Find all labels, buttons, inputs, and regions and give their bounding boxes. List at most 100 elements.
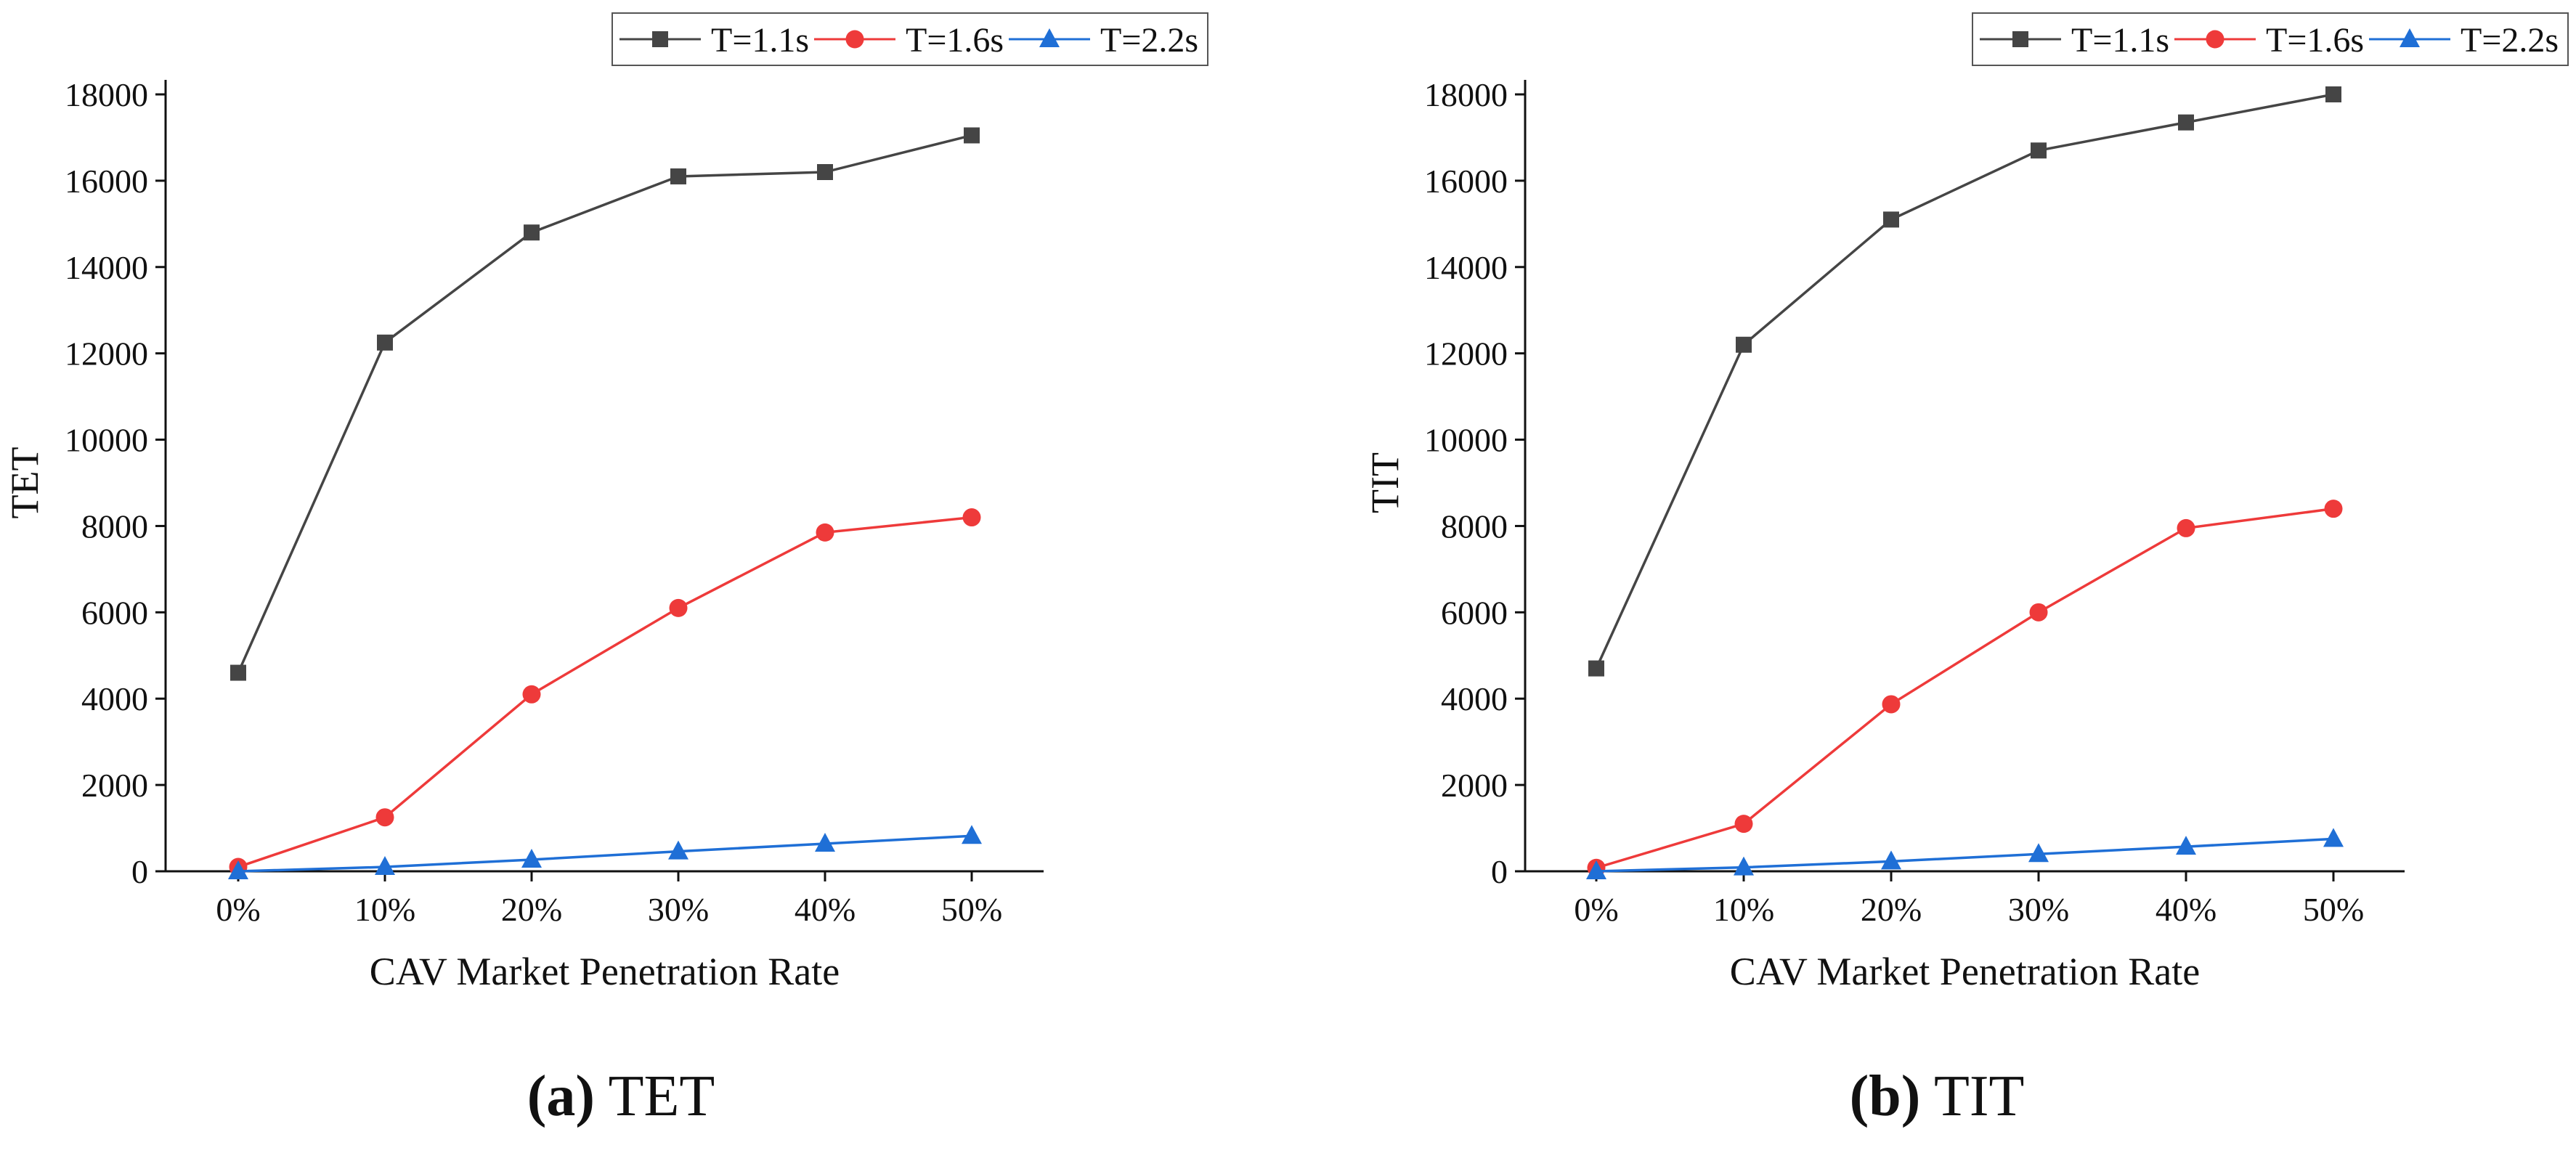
x-tick-label: 0% <box>216 891 260 928</box>
data-point <box>228 860 248 879</box>
data-point <box>2177 518 2195 537</box>
series-t-2-2s <box>1586 828 2344 879</box>
y-tick-label: 4000 <box>1441 680 1508 717</box>
legend-box <box>1972 12 2569 66</box>
y-tick-label: 18000 <box>1424 76 1508 113</box>
x-tick-label: 0% <box>1574 891 1618 928</box>
y-axis-label: TET <box>3 447 46 519</box>
x-axis-label: CAV Market Penetration Rate <box>370 950 840 993</box>
series-line <box>237 834 972 873</box>
legend-marker <box>845 30 864 49</box>
data-point <box>668 840 688 860</box>
y-tick-label: 14000 <box>65 249 148 286</box>
y-tick-label: 18000 <box>65 76 148 113</box>
legend-label: T=1.1s <box>711 21 809 60</box>
data-point <box>964 127 980 144</box>
legend-label: T=1.6s <box>906 21 1004 60</box>
y-tick-label: 2000 <box>81 767 148 804</box>
series-line <box>1595 93 2334 669</box>
caption: (a) TET <box>527 1064 715 1128</box>
x-tick-label: 40% <box>795 891 856 928</box>
series-t-1-1s <box>1588 86 2341 677</box>
data-point <box>377 334 393 351</box>
legend-marker <box>652 31 668 47</box>
x-tick-label: 20% <box>501 891 562 928</box>
y-tick-label: 16000 <box>1424 163 1508 200</box>
series-t-1-6s <box>1587 500 2343 877</box>
data-point <box>522 685 541 704</box>
caption: (b) TIT <box>1850 1064 2025 1128</box>
chart-tit: 0 2000 4000 6000 8000 10000 12000 14000 16000 180… <box>1363 12 2569 1128</box>
data-point <box>1586 860 1606 879</box>
x-axis-label: CAV Market Penetration Rate <box>1730 950 2200 993</box>
data-point <box>1881 850 1901 870</box>
legend: T=1.1s T=1.6s T=2.2s <box>612 12 1208 66</box>
series-line <box>237 516 972 868</box>
x-tick-label: 30% <box>648 891 709 928</box>
caption-text: TIT <box>1920 1064 2024 1128</box>
data-point <box>669 598 688 617</box>
y-tick-label: 10000 <box>65 422 148 459</box>
legend-label: T=2.2s <box>2461 21 2559 60</box>
y-tick-label: 8000 <box>1441 508 1508 545</box>
y-tick-label: 12000 <box>65 335 148 372</box>
y-tick-label: 12000 <box>1424 335 1508 372</box>
y-tick-label: 8000 <box>81 508 148 545</box>
series-t-2-2s <box>228 825 982 879</box>
data-point <box>816 523 834 542</box>
data-point <box>1882 695 1901 714</box>
data-point <box>375 856 395 876</box>
y-tick-label: 4000 <box>81 680 148 717</box>
x-tick-label: 30% <box>2008 891 2069 928</box>
data-point <box>524 224 540 241</box>
y-tick-label: 2000 <box>1441 767 1508 804</box>
data-point <box>230 664 246 681</box>
series-line <box>1596 507 2334 869</box>
data-point <box>1736 336 1752 353</box>
data-point <box>2178 114 2194 131</box>
data-point <box>521 848 542 868</box>
x-tick-label: 50% <box>941 891 1002 928</box>
y-tick-label: 6000 <box>1441 594 1508 631</box>
legend-marker <box>1039 28 1060 47</box>
series-line <box>1596 837 2334 873</box>
legend-label: T=2.2s <box>1100 21 1198 60</box>
y-tick-label: 6000 <box>81 594 148 631</box>
data-point <box>2028 843 2049 863</box>
legend-marker <box>2206 30 2224 49</box>
y-tick-label: 14000 <box>1424 249 1508 286</box>
legend-marker <box>2012 31 2028 47</box>
data-point <box>815 832 835 852</box>
x-tick-label: 50% <box>2303 891 2364 928</box>
data-point <box>2029 603 2048 622</box>
caption-text: TET <box>595 1064 715 1128</box>
y-tick-label: 16000 <box>65 163 148 200</box>
data-point <box>1734 856 1754 876</box>
y-tick-label: 10000 <box>1424 422 1508 459</box>
data-point <box>2031 142 2047 159</box>
y-tick-label: 0 <box>1491 853 1508 890</box>
data-point <box>2176 836 2196 855</box>
data-point <box>962 825 982 844</box>
data-point <box>1734 815 1753 834</box>
data-point <box>2324 500 2343 518</box>
y-tick-label: 0 <box>131 853 148 890</box>
data-point <box>1883 211 1899 228</box>
y-axis-label: TIT <box>1363 452 1407 513</box>
x-tick-label: 10% <box>354 891 415 928</box>
data-point <box>2325 86 2341 102</box>
caption-label: (a) <box>527 1064 595 1128</box>
caption-label: (b) <box>1850 1064 1921 1128</box>
legend-marker <box>2400 28 2420 47</box>
x-tick-label: 40% <box>2156 891 2217 928</box>
legend-label: T=1.6s <box>2266 21 2364 60</box>
series-t-1-6s <box>229 508 981 876</box>
data-point <box>375 808 394 827</box>
chart-tet: 0 2000 4000 6000 8000 10000 12000 14000 16000 180… <box>3 12 1208 1128</box>
data-point <box>817 164 833 180</box>
data-point <box>2323 828 2344 847</box>
data-point <box>670 168 686 184</box>
data-point <box>962 508 981 527</box>
series-t-1-1s <box>230 127 980 681</box>
